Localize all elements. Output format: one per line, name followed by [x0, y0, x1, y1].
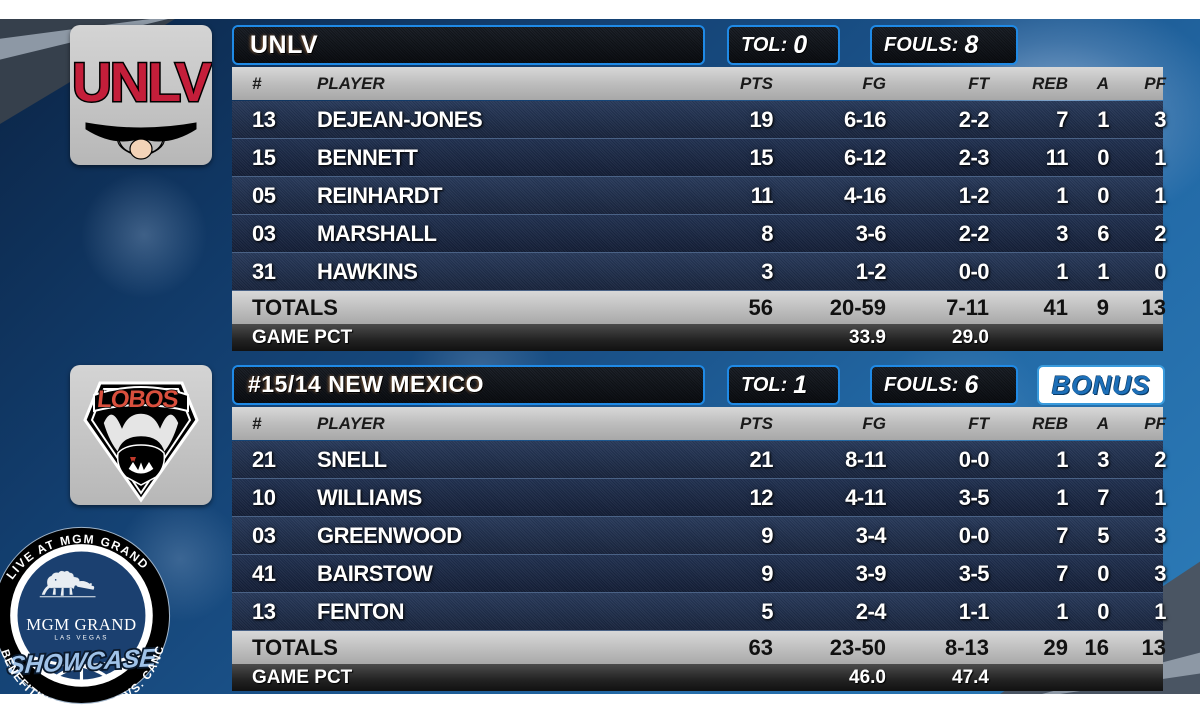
svg-text:UNLV: UNLV [72, 51, 212, 113]
svg-text:MGM GRAND: MGM GRAND [26, 615, 136, 634]
svg-text:LOBOS: LOBOS [96, 386, 180, 413]
svg-text:LAS VEGAS: LAS VEGAS [54, 635, 108, 642]
